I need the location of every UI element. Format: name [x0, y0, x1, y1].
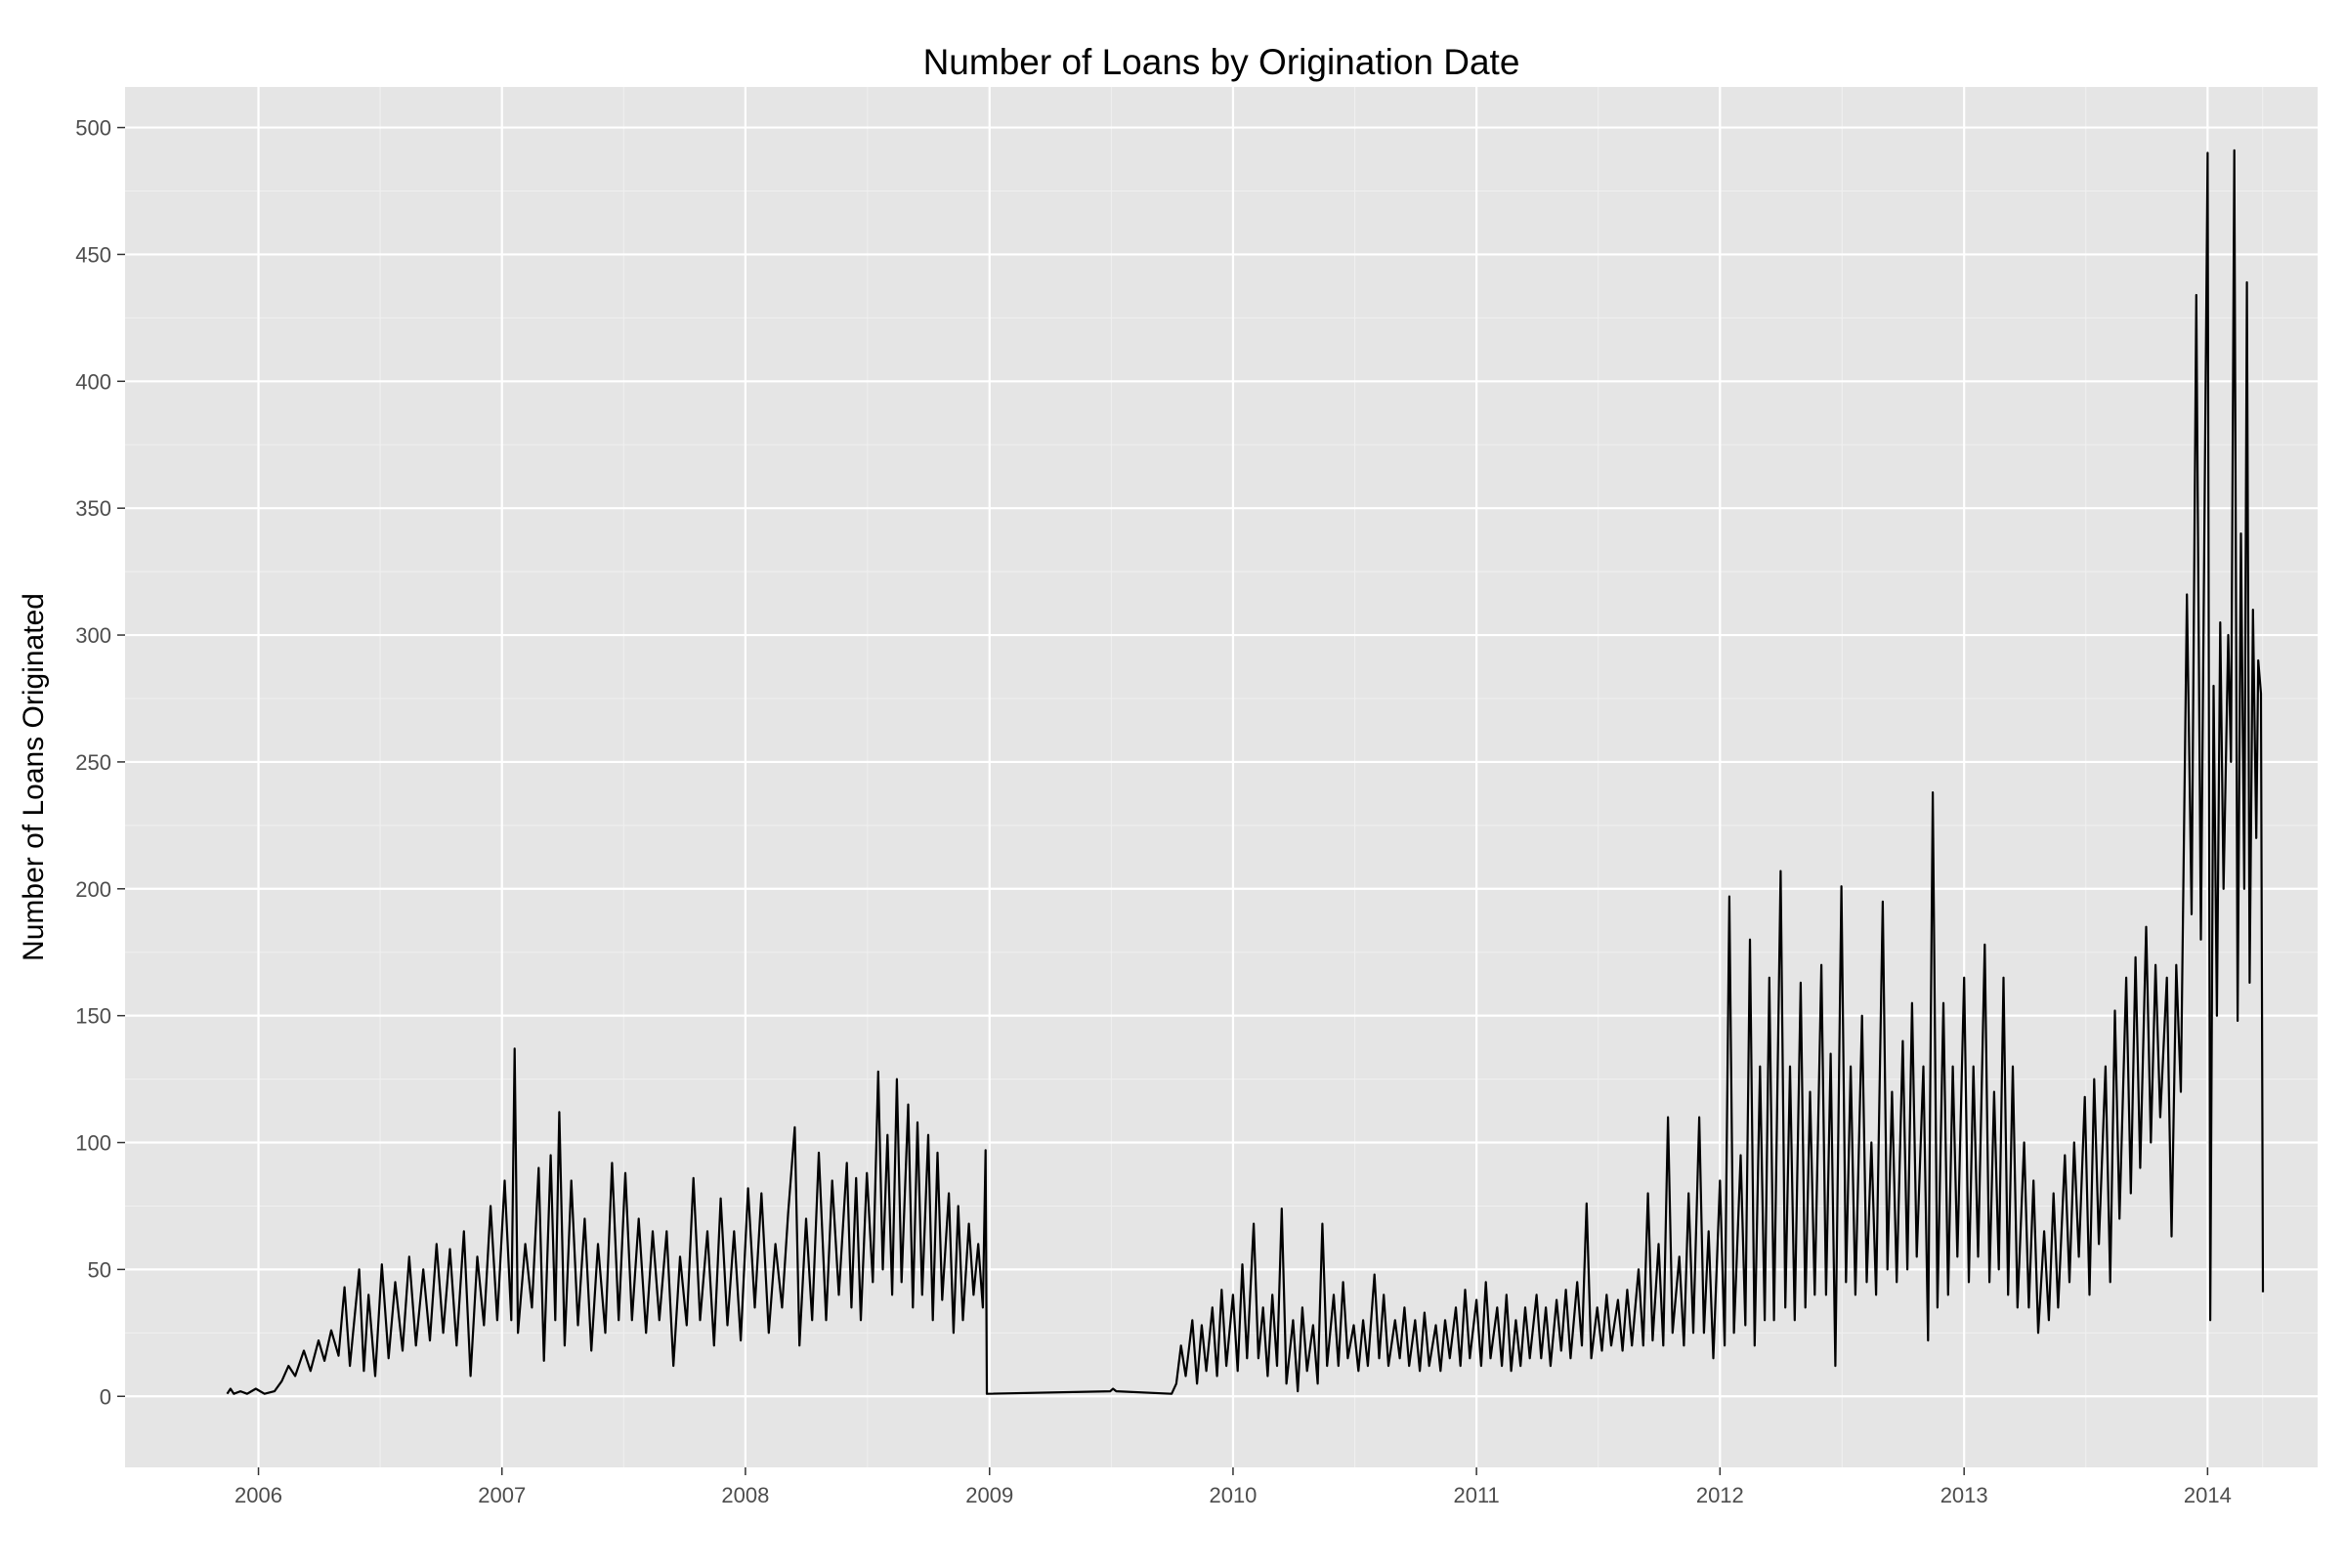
y-tick-label: 150 — [75, 1004, 111, 1029]
y-tick-label: 350 — [75, 496, 111, 521]
x-tick-label: 2007 — [478, 1483, 526, 1507]
y-tick-label: 500 — [75, 116, 111, 141]
y-tick-label: 0 — [100, 1384, 111, 1409]
x-tick-label: 2006 — [234, 1483, 282, 1507]
y-tick-label: 300 — [75, 623, 111, 648]
y-tick-label: 200 — [75, 877, 111, 902]
y-axis: 0 50 100 150 200 250 300 350 400 450 500 — [75, 116, 125, 1409]
plot-panel — [125, 87, 2318, 1467]
chart-title: Number of Loans by Origination Date — [923, 42, 1520, 82]
x-tick-label: 2013 — [1940, 1483, 1988, 1507]
y-tick-label: 100 — [75, 1131, 111, 1156]
y-tick-label: 400 — [75, 369, 111, 394]
y-tick-label: 450 — [75, 242, 111, 267]
x-tick-label: 2008 — [721, 1483, 769, 1507]
x-tick-label: 2014 — [2184, 1483, 2232, 1507]
series-line — [226, 148, 2265, 1395]
x-axis: 2006 2007 2008 2009 2010 2011 2012 2013 2014 — [234, 1467, 2232, 1507]
x-tick-label: 2010 — [1209, 1483, 1257, 1507]
major-gridlines — [125, 87, 2318, 1467]
x-tick-label: 2011 — [1453, 1483, 1499, 1507]
x-tick-label: 2012 — [1696, 1483, 1744, 1507]
series-layer — [226, 148, 2265, 1395]
y-tick-label: 50 — [88, 1257, 111, 1282]
x-tick-label: 2009 — [965, 1483, 1013, 1507]
y-tick-label: 250 — [75, 750, 111, 775]
y-axis-title: Number of Loans Originated — [18, 593, 50, 961]
